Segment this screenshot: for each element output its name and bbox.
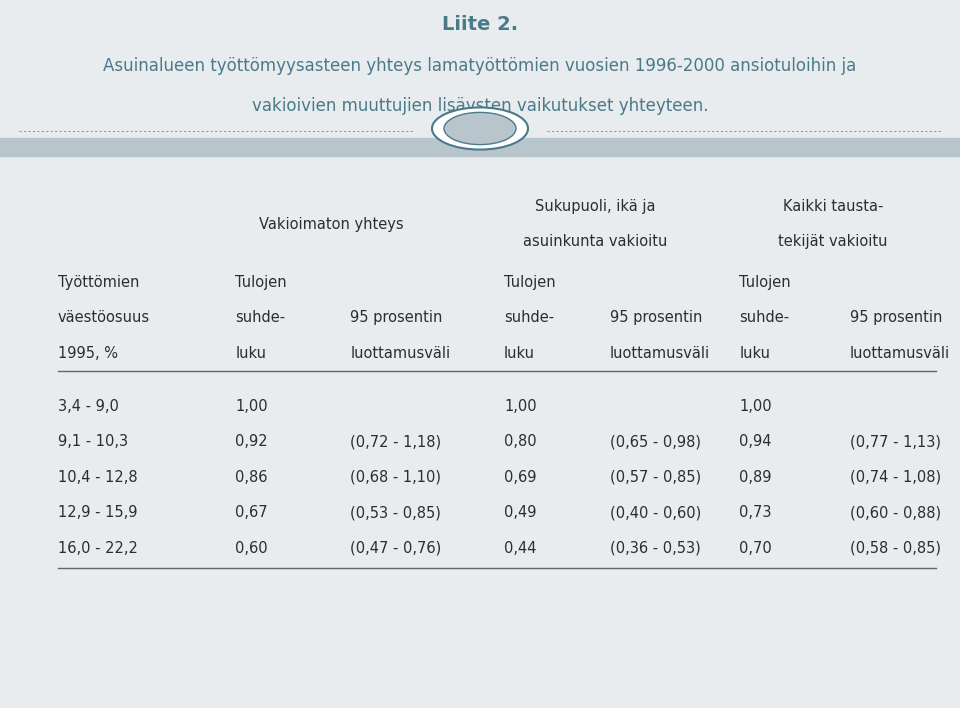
Text: (0,74 - 1,08): (0,74 - 1,08) <box>850 469 941 485</box>
Text: Tulojen: Tulojen <box>739 275 791 290</box>
Text: luottamusväli: luottamusväli <box>850 346 949 360</box>
Text: 12,9 - 15,9: 12,9 - 15,9 <box>58 505 137 520</box>
Text: 0,89: 0,89 <box>739 469 772 485</box>
Text: luku: luku <box>739 346 770 360</box>
Text: 0,69: 0,69 <box>504 469 537 485</box>
Text: (0,36 - 0,53): (0,36 - 0,53) <box>610 541 701 556</box>
Text: Vakioimaton yhteys: Vakioimaton yhteys <box>259 217 403 232</box>
Text: 0,73: 0,73 <box>739 505 772 520</box>
Ellipse shape <box>444 113 516 144</box>
Text: luottamusväli: luottamusväli <box>350 346 450 360</box>
Text: 0,70: 0,70 <box>739 541 772 556</box>
Text: luku: luku <box>235 346 266 360</box>
Text: (0,53 - 0,85): (0,53 - 0,85) <box>350 505 442 520</box>
Text: 95 prosentin: 95 prosentin <box>610 310 702 325</box>
Text: (0,58 - 0,85): (0,58 - 0,85) <box>850 541 941 556</box>
Text: asuinkunta vakioitu: asuinkunta vakioitu <box>523 234 667 249</box>
Text: (0,68 - 1,10): (0,68 - 1,10) <box>350 469 442 485</box>
Bar <box>0 139 960 156</box>
Text: 0,44: 0,44 <box>504 541 537 556</box>
Text: (0,72 - 1,18): (0,72 - 1,18) <box>350 434 442 450</box>
Text: 10,4 - 12,8: 10,4 - 12,8 <box>58 469 137 485</box>
Text: Tulojen: Tulojen <box>504 275 556 290</box>
Text: 1995, %: 1995, % <box>58 346 117 360</box>
Text: luku: luku <box>504 346 535 360</box>
Text: 95 prosentin: 95 prosentin <box>850 310 942 325</box>
Text: 1,00: 1,00 <box>739 399 772 414</box>
Text: 0,60: 0,60 <box>235 541 268 556</box>
Text: suhde-: suhde- <box>504 310 554 325</box>
Text: vakioivien muuttujien lisäysten vaikutukset yhteyteen.: vakioivien muuttujien lisäysten vaikutuk… <box>252 97 708 115</box>
Text: suhde-: suhde- <box>235 310 285 325</box>
Text: väestöosuus: väestöosuus <box>58 310 150 325</box>
Text: 9,1 - 10,3: 9,1 - 10,3 <box>58 434 128 450</box>
Text: 1,00: 1,00 <box>235 399 268 414</box>
Text: 0,94: 0,94 <box>739 434 772 450</box>
Text: Kaikki tausta-: Kaikki tausta- <box>782 199 883 214</box>
Text: luottamusväli: luottamusväli <box>610 346 709 360</box>
Text: 0,49: 0,49 <box>504 505 537 520</box>
Text: 0,80: 0,80 <box>504 434 537 450</box>
Text: 0,92: 0,92 <box>235 434 268 450</box>
Text: (0,65 - 0,98): (0,65 - 0,98) <box>610 434 701 450</box>
Text: Työttömien: Työttömien <box>58 275 139 290</box>
Text: Sukupuoli, ikä ja: Sukupuoli, ikä ja <box>535 199 656 214</box>
Text: Tulojen: Tulojen <box>235 275 287 290</box>
Text: 95 prosentin: 95 prosentin <box>350 310 443 325</box>
Text: Liite 2.: Liite 2. <box>442 15 518 33</box>
Text: (0,40 - 0,60): (0,40 - 0,60) <box>610 505 701 520</box>
Text: (0,60 - 0,88): (0,60 - 0,88) <box>850 505 941 520</box>
Text: (0,77 - 1,13): (0,77 - 1,13) <box>850 434 941 450</box>
Text: 0,67: 0,67 <box>235 505 268 520</box>
Text: 1,00: 1,00 <box>504 399 537 414</box>
Text: 16,0 - 22,2: 16,0 - 22,2 <box>58 541 137 556</box>
Text: (0,57 - 0,85): (0,57 - 0,85) <box>610 469 701 485</box>
Text: suhde-: suhde- <box>739 310 789 325</box>
Text: (0,47 - 0,76): (0,47 - 0,76) <box>350 541 442 556</box>
Text: 3,4 - 9,0: 3,4 - 9,0 <box>58 399 118 414</box>
Text: Asuinalueen työttömyysasteen yhteys lamatyöttömien vuosien 1996-2000 ansiotuloih: Asuinalueen työttömyysasteen yhteys lama… <box>104 57 856 75</box>
Text: 0,86: 0,86 <box>235 469 268 485</box>
Text: tekijät vakioitu: tekijät vakioitu <box>778 234 888 249</box>
Ellipse shape <box>432 108 528 149</box>
